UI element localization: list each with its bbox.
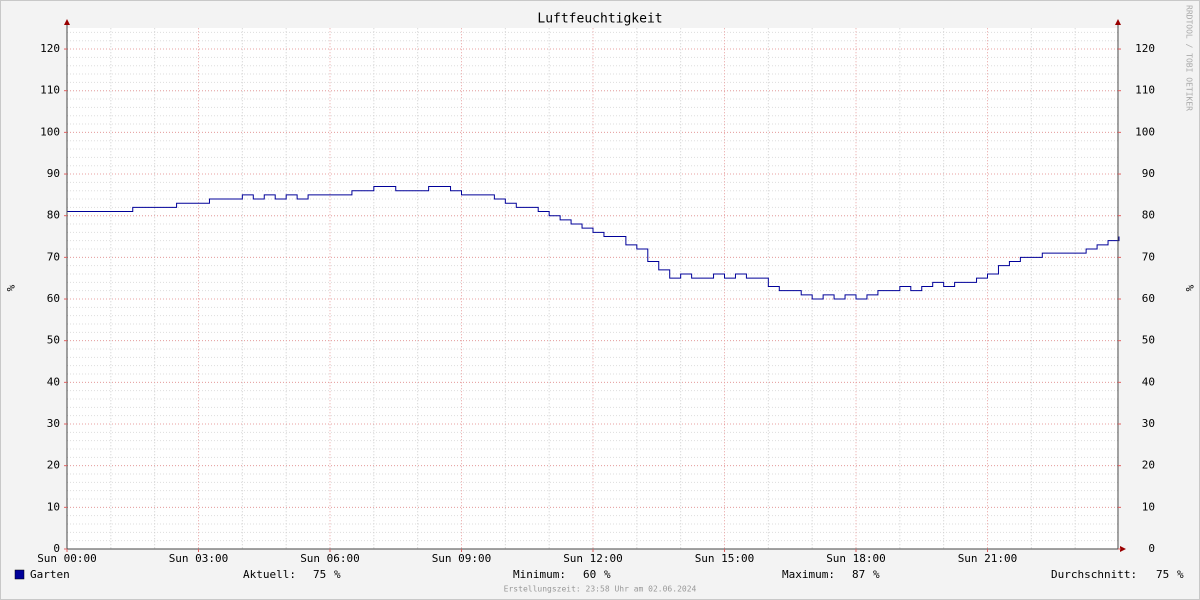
chart-title: Luftfeuchtigkeit bbox=[537, 12, 662, 27]
watermark: RRDTOOL / TOBI OETIKER bbox=[1185, 5, 1194, 111]
stat-value: 60 bbox=[583, 568, 596, 581]
y-tick-label: 110 bbox=[40, 84, 60, 97]
y-tick-label: 50 bbox=[47, 334, 60, 347]
stat-label: Durchschnitt: bbox=[1051, 568, 1137, 581]
legend-swatch bbox=[14, 569, 25, 580]
x-tick-label: Sun 00:00 bbox=[37, 552, 97, 565]
y-tick-label: 20 bbox=[1142, 459, 1155, 472]
y-tick-label: 40 bbox=[47, 375, 60, 388]
axis-arrow bbox=[1115, 19, 1121, 25]
axis-arrow bbox=[64, 19, 70, 25]
y-axis-label: % bbox=[1183, 285, 1196, 292]
y-tick-label: 100 bbox=[40, 125, 60, 138]
footer: Erstellungszeit: 23:58 Uhr am 02.06.2024 bbox=[504, 585, 697, 594]
y-tick-label: 110 bbox=[1135, 84, 1155, 97]
data-line bbox=[67, 186, 1120, 300]
stat-unit: % bbox=[604, 568, 611, 581]
legend-label: Garten bbox=[30, 568, 70, 581]
y-tick-label: 0 bbox=[1148, 542, 1155, 555]
y-tick-label: 120 bbox=[1135, 42, 1155, 55]
stat-label: Aktuell: bbox=[243, 568, 296, 581]
stat-label: Maximum: bbox=[782, 568, 835, 581]
y-tick-label: 10 bbox=[1142, 500, 1155, 513]
y-tick-label: 30 bbox=[1142, 417, 1155, 430]
y-tick-label: 80 bbox=[47, 209, 60, 222]
stat-value: 75 bbox=[313, 568, 326, 581]
x-tick-label: Sun 15:00 bbox=[695, 552, 755, 565]
axis-arrow bbox=[1120, 546, 1126, 552]
y-tick-label: 60 bbox=[1142, 292, 1155, 305]
stat-value: 75 bbox=[1156, 568, 1169, 581]
y-tick-label: 30 bbox=[47, 417, 60, 430]
y-tick-label: 120 bbox=[40, 42, 60, 55]
y-tick-label: 80 bbox=[1142, 209, 1155, 222]
stat-unit: % bbox=[873, 568, 880, 581]
y-tick-label: 50 bbox=[1142, 334, 1155, 347]
plot-area bbox=[67, 28, 1119, 549]
x-tick-label: Sun 21:00 bbox=[958, 552, 1018, 565]
x-tick-label: Sun 09:00 bbox=[432, 552, 492, 565]
x-tick-label: Sun 12:00 bbox=[563, 552, 623, 565]
y-tick-label: 40 bbox=[1142, 375, 1155, 388]
stat-label: Minimum: bbox=[513, 568, 566, 581]
x-tick-label: Sun 06:00 bbox=[300, 552, 360, 565]
stat-value: 87 bbox=[852, 568, 865, 581]
y-tick-label: 90 bbox=[47, 167, 60, 180]
y-tick-label: 10 bbox=[47, 500, 60, 513]
y-axis-label: % bbox=[4, 285, 17, 292]
marks bbox=[67, 186, 1120, 300]
y-tick-label: 70 bbox=[1142, 250, 1155, 263]
y-tick-label: 60 bbox=[47, 292, 60, 305]
y-tick-label: 100 bbox=[1135, 125, 1155, 138]
y-tick-label: 70 bbox=[47, 250, 60, 263]
stat-unit: % bbox=[334, 568, 341, 581]
y-tick-label: 20 bbox=[47, 459, 60, 472]
y-tick-label: 90 bbox=[1142, 167, 1155, 180]
x-tick-label: Sun 03:00 bbox=[169, 552, 229, 565]
y-tick-label: 0 bbox=[53, 542, 60, 555]
x-tick-label: Sun 18:00 bbox=[826, 552, 886, 565]
stat-unit: % bbox=[1177, 568, 1184, 581]
